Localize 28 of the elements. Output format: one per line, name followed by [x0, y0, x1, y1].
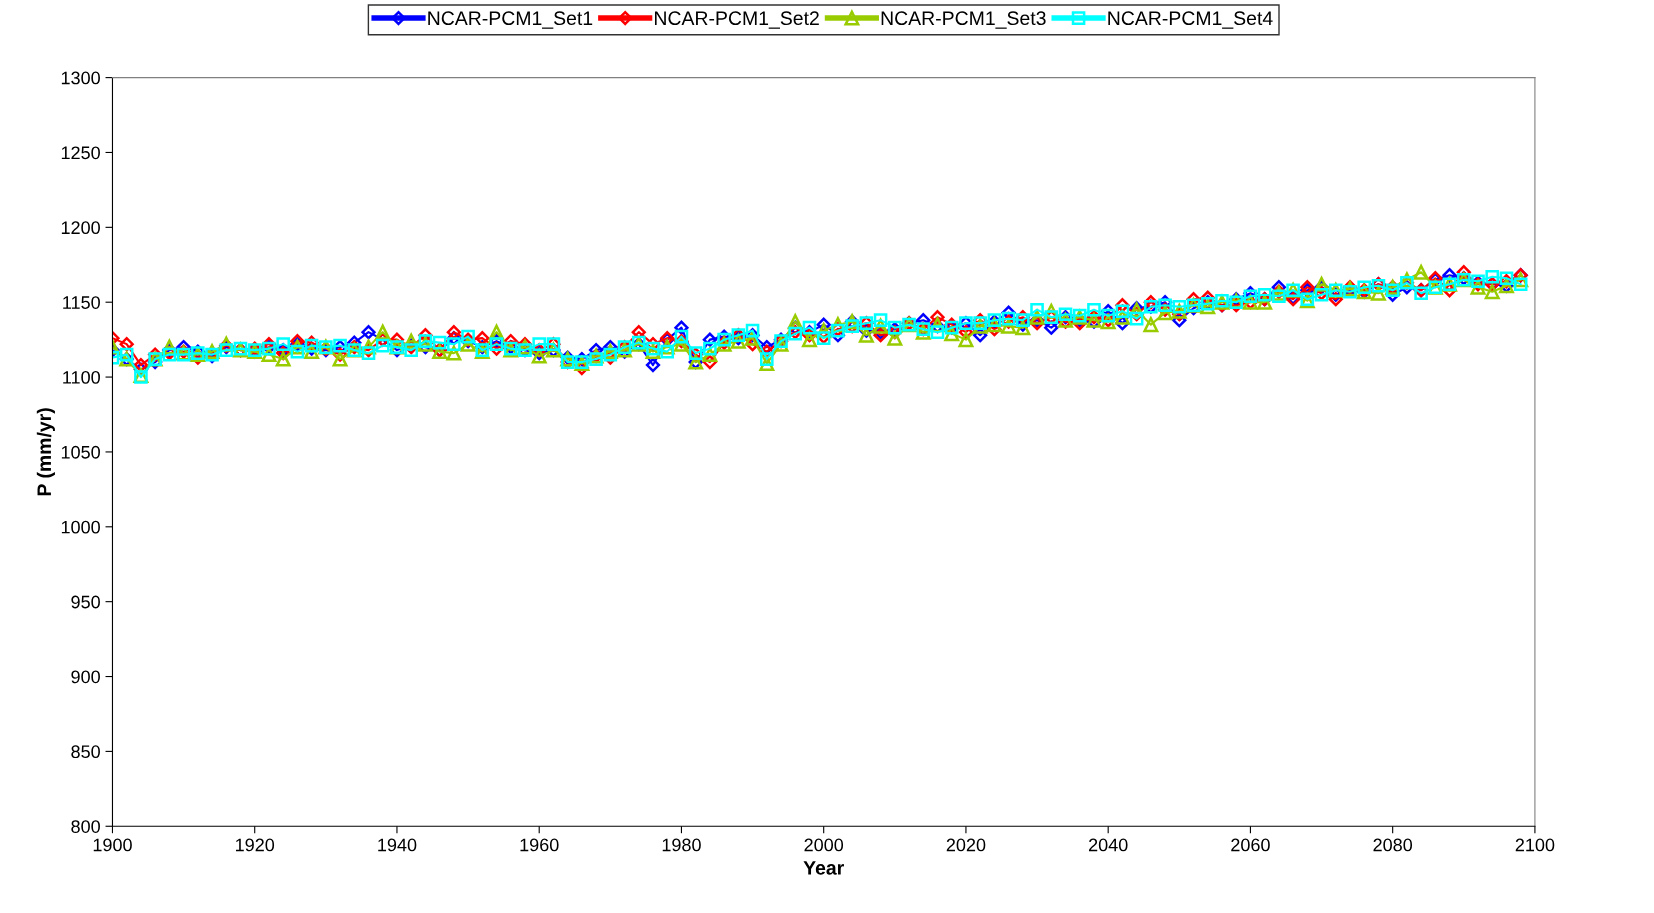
- y-tick-label: 900: [71, 670, 100, 684]
- x-tick-label: 1980: [662, 838, 701, 852]
- y-tick-label: 1300: [61, 71, 100, 85]
- y-tick-label: 1200: [61, 221, 100, 235]
- legend-label: NCAR-PCM1_Set4: [1108, 11, 1273, 29]
- x-tick-label: 2080: [1373, 838, 1413, 852]
- legend-label: NCAR-PCM1_Set1: [428, 11, 593, 29]
- x-tick-label: 2040: [1089, 838, 1128, 852]
- y-tick-label: 1150: [63, 296, 100, 309]
- legend-label: NCAR-PCM1_Set3: [881, 11, 1046, 29]
- y-tick-label: 1100: [63, 371, 100, 384]
- x-tick-label: 2020: [946, 838, 986, 852]
- legend-label: NCAR-PCM1_Set2: [654, 11, 819, 29]
- x-tick-label: 1920: [236, 838, 275, 852]
- y-axis-title: P (mm/yr): [36, 408, 55, 496]
- x-tick-label: 2100: [1515, 838, 1555, 852]
- x-tick-label: 2000: [804, 838, 844, 852]
- y-tick-label: 950: [71, 595, 100, 609]
- x-tick-label: 1900: [93, 838, 132, 852]
- x-tick-label: 1940: [378, 838, 417, 852]
- y-tick-label: 1250: [61, 146, 100, 160]
- y-tick-label: 800: [71, 820, 100, 833]
- y-tick-label: 850: [71, 745, 100, 759]
- y-tick-label: 1000: [61, 520, 100, 534]
- y-tick-label: 1050: [61, 445, 100, 459]
- x-tick-label: 2060: [1231, 838, 1270, 852]
- x-axis-title: Year: [803, 861, 844, 875]
- x-tick-label: 1960: [520, 838, 559, 852]
